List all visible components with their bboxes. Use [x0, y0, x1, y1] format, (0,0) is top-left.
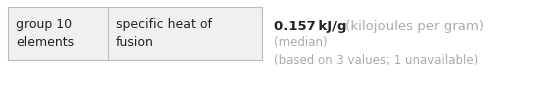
Bar [108, 7, 262, 60]
Text: group 10
elements: group 10 elements [16, 18, 74, 49]
Text: (kilojoules per gram): (kilojoules per gram) [341, 20, 484, 33]
Text: 0.157 kJ/g: 0.157 kJ/g [274, 20, 347, 33]
Text: specific heat of
fusion: specific heat of fusion [116, 18, 212, 49]
Bar [8, 7, 108, 60]
Bar [8, 7, 262, 60]
Text: (median): (median) [274, 36, 328, 49]
Text: (based on 3 values; 1 unavailable): (based on 3 values; 1 unavailable) [274, 54, 478, 67]
